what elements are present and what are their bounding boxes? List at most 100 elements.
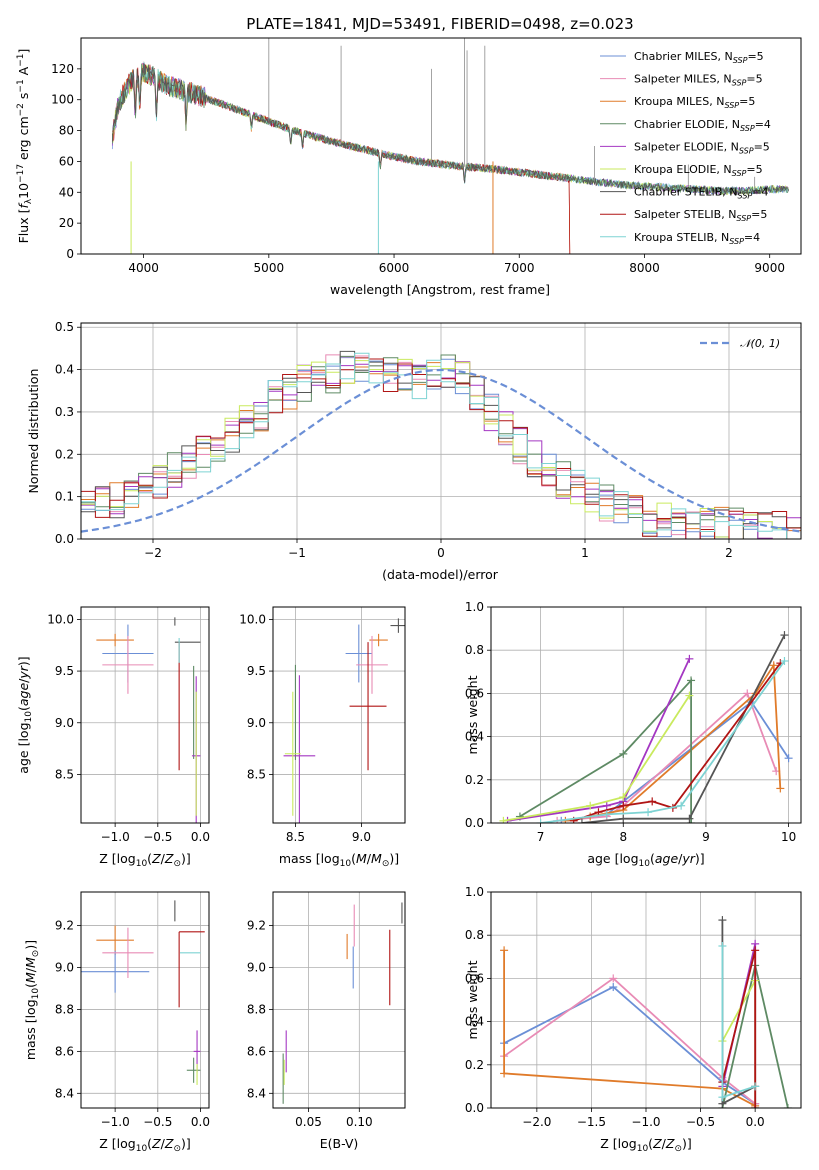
label-part: −17	[16, 164, 26, 183]
legend-sub: SSP	[732, 169, 747, 178]
axes-frame	[272, 606, 406, 824]
label-part: ⊙	[173, 1144, 181, 1154]
label-part: λ	[24, 198, 34, 204]
legend-sub: SSP	[739, 146, 754, 155]
label-part: Z [log	[99, 851, 135, 866]
y-tick-label: 10.0	[47, 612, 74, 626]
histogram-step	[81, 350, 801, 539]
label-part: age [log	[587, 851, 638, 866]
axes-frame	[272, 891, 406, 1109]
label-part: yr	[681, 851, 695, 866]
label-part: A	[16, 66, 31, 79]
label-part: /	[662, 1136, 667, 1151]
label-part: E(B-V)	[320, 1136, 359, 1151]
legend-count: =5	[747, 50, 763, 63]
label-part: )]	[23, 940, 38, 950]
legend-count: =5	[754, 140, 770, 153]
legend-count: =4	[744, 231, 760, 244]
x-tick-label: 0	[437, 546, 445, 560]
legend-entry: Kroupa STELIB, NSSP=4	[634, 231, 760, 246]
legend-entry: Chabrier MILES, NSSP=5	[634, 50, 764, 65]
y-tick-label: 0.2	[465, 1058, 484, 1072]
x-tick-label: −2	[144, 546, 162, 560]
label-part: 10	[637, 1144, 649, 1154]
y-tick-label: 8.8	[55, 1002, 74, 1016]
label-part: Normed distribution	[26, 369, 41, 494]
x-tick-label: 10	[781, 830, 796, 844]
x-axis-label: mass [log10(M/M⊙)]	[279, 851, 399, 869]
legend-count: =5	[746, 73, 762, 86]
label-part: )]	[181, 1136, 191, 1151]
legend-name: Kroupa ELODIE, N	[634, 163, 732, 176]
x-tick-label: −1.5	[577, 1115, 606, 1129]
plot-area	[491, 607, 801, 823]
legend-entry: Chabrier ELODIE, NSSP=4	[634, 118, 771, 133]
label-part: Z	[665, 1136, 675, 1151]
label-part: erg cm	[16, 116, 31, 164]
y-tick-label: 9.5	[55, 664, 74, 678]
label-part: (	[351, 851, 356, 866]
y-tick-label: 1.0	[465, 885, 484, 899]
y-tick-label: 0.6	[465, 971, 484, 985]
label-part: −1	[16, 79, 26, 92]
x-axis-label: (data-model)/error	[382, 567, 499, 582]
legend-sub: SSP	[736, 214, 751, 223]
legend-sub: SSP	[740, 124, 755, 133]
massweight-line	[503, 985, 756, 1105]
plot-area	[81, 607, 209, 823]
x-tick-label: −1.0	[101, 1115, 130, 1129]
y-tick-label: 0.4	[465, 730, 484, 744]
x-tick-label: −2.0	[522, 1115, 551, 1129]
label-part: Flux [	[16, 209, 31, 244]
y-tick-label: 0.0	[55, 532, 74, 546]
y-tick-label: 0.4	[465, 1015, 484, 1029]
label-part: ⊙	[382, 859, 390, 869]
x-axis-label: wavelength [Angstrom, rest frame]	[330, 282, 550, 297]
y-axis-label: mass [log10(M/M⊙)]	[23, 940, 41, 1060]
massweight-line	[507, 658, 691, 822]
massweight-line	[503, 950, 756, 1107]
axes-spectrum: 4000 5000 6000 7000 8000 9000 0 20 40 60 80 100 120 w…	[16, 37, 802, 297]
legend-entry: Kroupa MILES, NSSP=5	[634, 95, 755, 110]
label-part: 10	[16, 183, 31, 199]
label-part: (	[648, 1136, 653, 1151]
x-tick-label: 6000	[379, 261, 410, 275]
legend-entry: Salpeter ELODIE, NSSP=5	[634, 140, 770, 155]
y-tick-label: 9.0	[55, 960, 74, 974]
y-tick-label: 1.0	[465, 600, 484, 614]
label-part: s	[16, 93, 31, 104]
axes-frame	[490, 606, 802, 824]
legend-sub: SSP	[729, 237, 744, 246]
y-tick-label: 0.0	[465, 816, 484, 830]
y-tick-label: 8.6	[55, 1044, 74, 1058]
axes-frame	[80, 606, 210, 824]
label-part: Z [log	[99, 1136, 135, 1151]
y-tick-label: 9.0	[247, 960, 266, 974]
label-part: Z	[151, 1136, 161, 1151]
massweight-line	[519, 678, 692, 823]
legend-count: =5	[739, 95, 755, 108]
legend-entry: Salpeter MILES, NSSP=5	[634, 73, 763, 88]
y-tick-label: 9.2	[247, 919, 266, 933]
label-part: ⊙	[31, 950, 41, 958]
legend-sub: SSP	[738, 192, 753, 201]
x-tick-label: 9	[702, 830, 710, 844]
label-part: (	[147, 1136, 152, 1151]
label-part: 10	[24, 711, 34, 723]
plot-area	[273, 607, 405, 823]
axes-frame	[80, 891, 210, 1109]
label-part: Z	[652, 1136, 662, 1151]
x-tick-label: 0.0	[191, 1115, 210, 1129]
y-axis-label: Flux [fλ10−17 erg cm−2 s−1 A−1]	[16, 49, 34, 244]
label-part: )]	[181, 851, 191, 866]
y-tick-label: 8.5	[55, 767, 74, 781]
label-part: M	[356, 851, 367, 866]
axes-residuals: −2 −1 0 1 2 0.0 0.1 0.2 0.3 0.4 0.5 𝒩(0, 1) (data-mo…	[26, 320, 802, 582]
x-tick-label: −1.0	[631, 1115, 660, 1129]
label-part: M	[23, 957, 38, 968]
label-part: (data-model)/error	[382, 567, 499, 582]
label-part: mass weight	[465, 960, 480, 1039]
label-part: Z [log	[600, 1136, 636, 1151]
